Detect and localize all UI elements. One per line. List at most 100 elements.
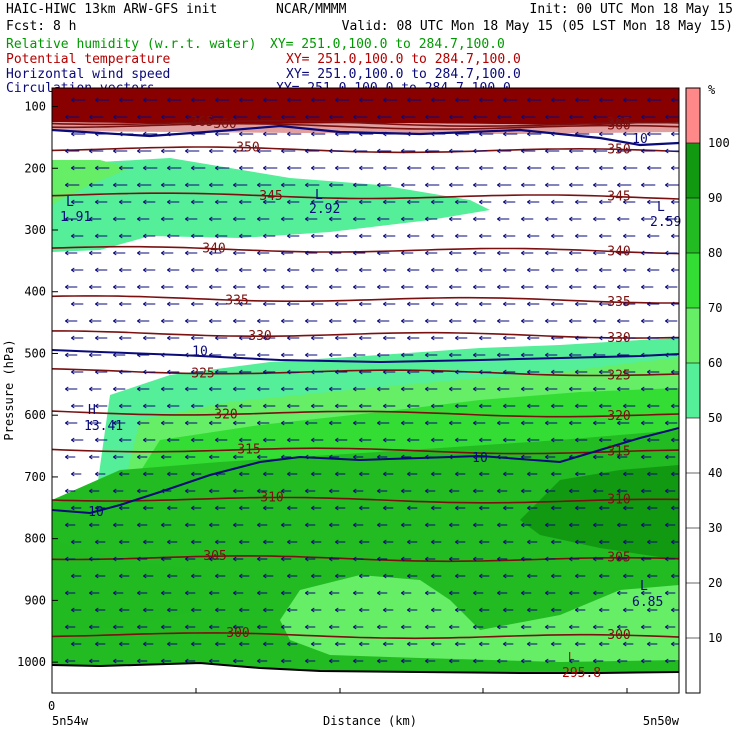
vector-head: [449, 658, 453, 664]
colorbar-segment: [686, 363, 700, 418]
vector-head: [287, 573, 291, 579]
vector-head: [551, 369, 555, 375]
vector-head: [527, 403, 531, 409]
vector-head: [239, 131, 243, 137]
vector-head: [113, 658, 117, 664]
y-tick-label: 600: [24, 408, 46, 422]
vector-head: [287, 165, 291, 171]
vector-head: [665, 318, 669, 324]
vector-head: [647, 437, 651, 443]
vector-head: [137, 352, 141, 358]
vector-head: [143, 97, 147, 103]
vector-head: [473, 352, 477, 358]
vector-head: [521, 250, 525, 256]
vector-head: [185, 658, 189, 664]
vector-head: [455, 437, 459, 443]
vector-head: [641, 182, 645, 188]
vector-head: [497, 624, 501, 630]
vector-head: [551, 539, 555, 545]
vector-head: [161, 386, 165, 392]
vector-head: [479, 505, 483, 511]
vector-head: [647, 573, 651, 579]
vector-head: [575, 641, 579, 647]
colorbar-segment: [686, 528, 700, 583]
vector-head: [473, 522, 477, 528]
y-tick-label: 900: [24, 593, 46, 607]
x-left-label: 5n54w: [52, 714, 89, 728]
vector-head: [209, 284, 213, 290]
vector-head: [161, 556, 165, 562]
vector-head: [305, 216, 309, 222]
vector-head: [113, 488, 117, 494]
vector-head: [431, 437, 435, 443]
vector-head: [647, 131, 651, 137]
vector-head: [641, 454, 645, 460]
vector-head: [233, 318, 237, 324]
vector-head: [167, 165, 171, 171]
vector-head: [665, 454, 669, 460]
vector-head: [497, 182, 501, 188]
vector-head: [425, 284, 429, 290]
colorbar-label: 50: [708, 411, 722, 425]
extrema-markers: L 1.91 L 2.92 L 2.59 H 13.41 L 6.85 L 29…: [60, 188, 681, 681]
vector-head: [383, 505, 387, 511]
vector-head: [287, 335, 291, 341]
vector-head: [71, 301, 75, 307]
vector-head: [647, 539, 651, 545]
vector-head: [623, 369, 627, 375]
vector-head: [575, 505, 579, 511]
extremum-5-type: L: [640, 579, 648, 594]
vector-head: [239, 607, 243, 613]
vector-head: [281, 522, 285, 528]
vector-head: [593, 420, 597, 426]
vector-head: [377, 250, 381, 256]
vector-head: [95, 505, 99, 511]
vector-head: [575, 471, 579, 477]
vector-head: [521, 386, 525, 392]
field-wind-coords: XY= 251.0,100.0 to 284.7,100.0: [286, 67, 521, 82]
vector-head: [665, 556, 669, 562]
vector-head: [521, 352, 525, 358]
vector-head: [671, 573, 675, 579]
vector-head: [473, 624, 477, 630]
rh-core-100: [520, 465, 679, 560]
vector-head: [359, 369, 363, 375]
vector-head: [95, 437, 99, 443]
vector-head: [545, 148, 549, 154]
vector-head: [383, 233, 387, 239]
vector-head: [449, 352, 453, 358]
vector-head: [497, 522, 501, 528]
vector-head: [65, 420, 69, 426]
vector-head: [383, 437, 387, 443]
vector-head: [209, 386, 213, 392]
vector-head: [377, 590, 381, 596]
vector-head: [503, 199, 507, 205]
terrain: [52, 663, 679, 693]
vector-head: [161, 624, 165, 630]
vector-head: [545, 284, 549, 290]
vector-head: [311, 573, 315, 579]
vector-head: [257, 284, 261, 290]
vector-head: [425, 420, 429, 426]
vector-head: [671, 471, 675, 477]
vector-head: [401, 556, 405, 562]
vector-head: [353, 590, 357, 596]
vector-head: [329, 658, 333, 664]
field-rh-name: Relative humidity (w.r.t. water): [6, 37, 256, 52]
vector-head: [65, 182, 69, 188]
vector-head: [311, 505, 315, 511]
vector-head: [161, 182, 165, 188]
vector-head: [503, 505, 507, 511]
vector-head: [623, 607, 627, 613]
vector-head: [407, 641, 411, 647]
vector-head: [329, 148, 333, 154]
vector-head: [527, 301, 531, 307]
vector-head: [215, 437, 219, 443]
vector-head: [647, 199, 651, 205]
vector-head: [647, 233, 651, 239]
vector-head: [143, 471, 147, 477]
extremum-3: L 2.59: [650, 200, 681, 230]
colorbar-segment: [686, 418, 700, 473]
vector-head: [263, 335, 267, 341]
vector-head: [593, 386, 597, 392]
